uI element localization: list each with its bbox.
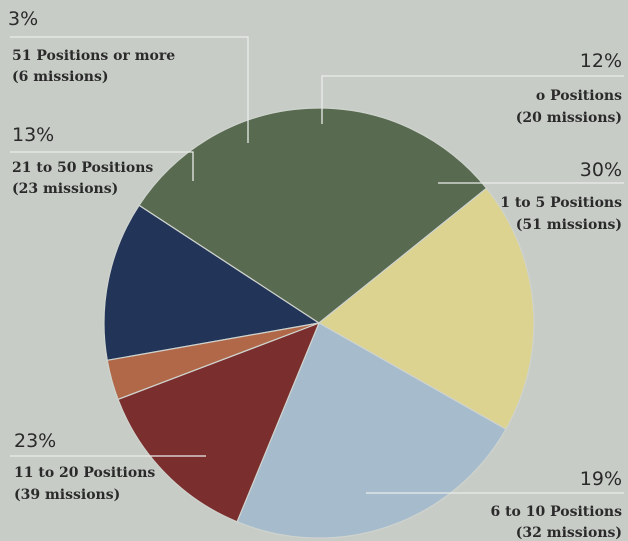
leader-lines <box>10 36 624 494</box>
leader-line-51-plus <box>10 36 249 143</box>
slice-missions-0-positions: (20 missions) <box>516 110 622 126</box>
slice-percent-11-to-20: 23% <box>14 430 56 452</box>
pie-slice-0-positions <box>103 204 321 362</box>
pie-slice-6-to-10 <box>317 187 535 431</box>
slice-missions-21-to-50: (23 missions) <box>12 181 118 197</box>
slice-percent-0-positions: 12% <box>580 50 622 72</box>
slice-label-21-to-50: 21 to 50 Positions <box>12 160 153 176</box>
slice-percent-6-to-10: 19% <box>580 468 622 490</box>
pie-slice-11-to-20 <box>236 322 507 539</box>
slice-label-0-positions: o Positions <box>536 88 622 104</box>
leader-line-21-to-50 <box>10 151 194 181</box>
pie-slice-21-to-50 <box>117 321 321 523</box>
slice-missions-11-to-20: (39 missions) <box>14 487 120 503</box>
pie-slice-51-plus <box>106 322 320 401</box>
slice-label-11-to-20: 11 to 20 Positions <box>14 465 155 481</box>
slice-missions-1-to-5: (51 missions) <box>516 217 622 233</box>
pie-slice-1-to-5 <box>138 107 488 324</box>
slice-percent-51-plus: 3% <box>8 8 38 30</box>
slice-label-6-to-10: 6 to 10 Positions <box>490 504 622 520</box>
pie-slices <box>103 107 535 539</box>
leader-line-0-positions <box>321 75 624 124</box>
slice-percent-21-to-50: 13% <box>12 124 54 146</box>
slice-percent-1-to-5: 30% <box>580 159 622 181</box>
slice-missions-6-to-10: (32 missions) <box>516 525 622 541</box>
slice-label-51-plus: 51 Positions or more <box>12 48 175 64</box>
slice-missions-51-plus: (6 missions) <box>12 69 108 85</box>
slice-label-1-to-5: 1 to 5 Positions <box>500 195 622 211</box>
